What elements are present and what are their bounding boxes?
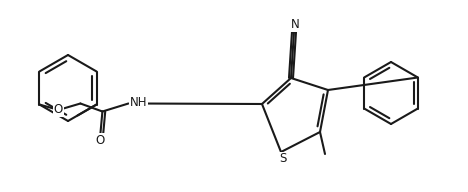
Text: S: S [279,152,287,166]
Text: O: O [54,103,63,116]
Text: NH: NH [130,96,147,109]
Text: O: O [96,134,105,147]
Text: N: N [291,18,300,31]
